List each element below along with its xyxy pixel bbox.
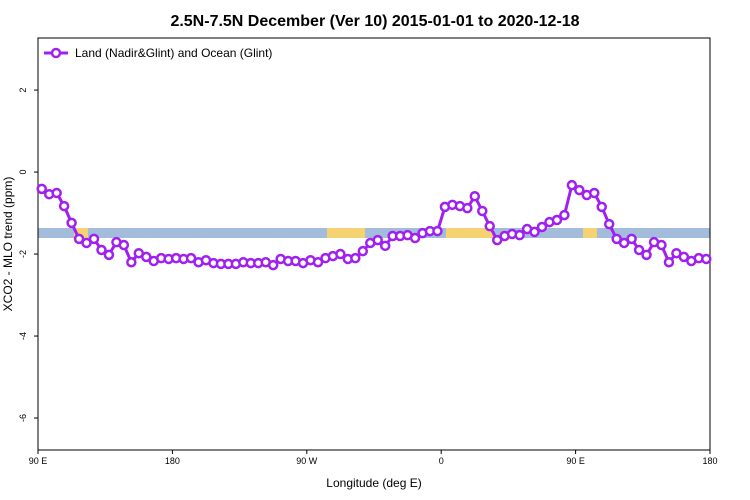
data-point: [372, 234, 383, 246]
data-point: [141, 251, 152, 263]
data-point: [559, 209, 570, 221]
x-tick-label: 180: [702, 456, 717, 466]
data-point: [96, 244, 107, 256]
data-point: [566, 179, 578, 191]
data-point: [663, 256, 675, 268]
y-tick-label: -6: [18, 414, 28, 422]
data-point: [335, 248, 346, 260]
y-tick-label: 2: [18, 88, 28, 93]
data-point: [484, 220, 495, 232]
y-tick-label: 0: [18, 170, 28, 175]
x-tick-label: 90 W: [296, 456, 318, 466]
x-tick-label: 0: [439, 456, 444, 466]
data-point: [267, 259, 279, 271]
data-point: [469, 190, 481, 202]
data-point: [51, 187, 62, 199]
data-point: [58, 200, 70, 212]
data-point: [641, 249, 652, 261]
x-tick-label: 180: [165, 456, 180, 466]
data-point: [656, 239, 667, 251]
data-point: [462, 202, 473, 214]
x-tick-label: 90 E: [566, 456, 585, 466]
data-point: [477, 205, 488, 217]
y-tick-label: -4: [18, 332, 28, 340]
data-point: [81, 237, 92, 249]
data-point: [514, 229, 525, 241]
data-point: [88, 233, 100, 245]
data-point: [126, 256, 137, 268]
data-point: [491, 234, 503, 246]
data-point: [66, 217, 77, 229]
data-point: [379, 240, 391, 252]
data-point: [118, 239, 130, 251]
data-point: [589, 187, 600, 199]
data-point: [611, 233, 622, 245]
data-point: [357, 245, 369, 257]
data-point: [596, 201, 607, 213]
map-band: [38, 228, 710, 238]
data-point: [701, 253, 712, 265]
y-tick-label: -2: [18, 250, 28, 258]
data-point: [633, 244, 645, 256]
legend-marker: [50, 47, 62, 59]
data-point: [603, 218, 615, 230]
x-axis-label: Longitude (deg E): [326, 476, 421, 490]
data-point: [73, 233, 85, 245]
plot-frame: [37, 37, 711, 451]
y-axis-label: XCO2 - MLO trend (ppm): [1, 177, 15, 312]
data-point: [432, 225, 443, 237]
data-point: [312, 256, 324, 268]
data-point: [551, 214, 563, 226]
data-point: [574, 184, 585, 196]
data-point: [185, 252, 197, 264]
data-point: [350, 252, 361, 264]
data-point: [626, 233, 637, 245]
chart-title: 2.5N-7.5N December (Ver 10) 2015-01-01 t…: [170, 13, 579, 30]
x-tick-label: 90 E: [29, 456, 48, 466]
data-point: [409, 232, 421, 244]
data-point: [103, 249, 115, 261]
data-point: [618, 237, 630, 249]
data-point: [36, 183, 47, 195]
data-point: [678, 251, 690, 263]
legend-label: Land (Nadir&Glint) and Ocean (Glint): [75, 46, 272, 60]
data-point: [529, 226, 540, 238]
data-point: [536, 221, 548, 233]
